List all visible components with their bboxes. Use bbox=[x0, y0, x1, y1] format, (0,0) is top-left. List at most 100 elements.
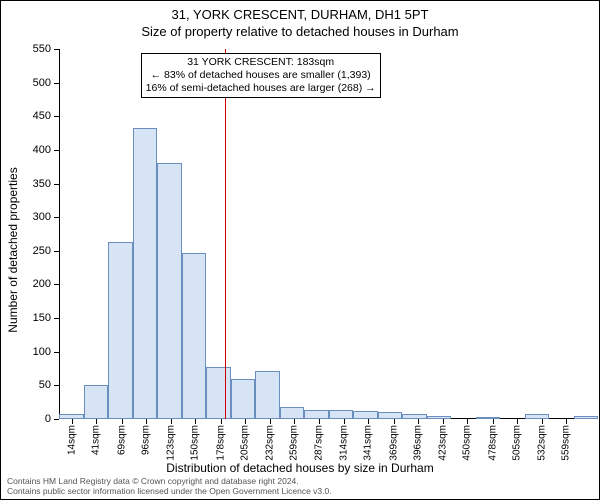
xtick-label: 287sqm bbox=[314, 425, 325, 461]
address-title: 31, YORK CRESCENT, DURHAM, DH1 5PT bbox=[1, 7, 599, 22]
xtick-label: 423sqm bbox=[437, 425, 448, 461]
ytick-label: 500 bbox=[33, 77, 51, 89]
subtitle: Size of property relative to detached ho… bbox=[1, 24, 599, 39]
xtick-label: 232sqm bbox=[264, 425, 275, 461]
ytick-mark bbox=[54, 352, 59, 353]
ytick-mark bbox=[54, 318, 59, 319]
xtick-label: 396sqm bbox=[413, 425, 424, 461]
ytick-mark bbox=[54, 150, 59, 151]
histogram-bar bbox=[108, 242, 133, 419]
xtick-label: 369sqm bbox=[388, 425, 399, 461]
xtick-mark bbox=[394, 419, 395, 424]
y-axis-title: Number of detached properties bbox=[6, 167, 20, 332]
xtick-mark bbox=[566, 419, 567, 424]
xtick-mark bbox=[221, 419, 222, 424]
xtick-mark bbox=[443, 419, 444, 424]
xtick-mark bbox=[270, 419, 271, 424]
xtick-mark bbox=[146, 419, 147, 424]
histogram-bar bbox=[476, 417, 501, 419]
histogram-bar bbox=[280, 407, 305, 419]
xtick-mark bbox=[72, 419, 73, 424]
xtick-label: 14sqm bbox=[66, 425, 77, 455]
ytick-mark bbox=[54, 251, 59, 252]
ytick-mark bbox=[54, 419, 59, 420]
xtick-mark bbox=[319, 419, 320, 424]
histogram-bar bbox=[353, 411, 378, 419]
histogram-bar bbox=[427, 416, 452, 419]
ytick-label: 350 bbox=[33, 178, 51, 190]
ytick-label: 300 bbox=[33, 211, 51, 223]
annotation-line: 16% of semi-detached houses are larger (… bbox=[146, 82, 376, 95]
xtick-label: 450sqm bbox=[462, 425, 473, 461]
histogram-bar bbox=[59, 414, 84, 419]
xtick-mark bbox=[368, 419, 369, 424]
xtick-mark bbox=[294, 419, 295, 424]
ytick-mark bbox=[54, 217, 59, 218]
ytick-mark bbox=[54, 83, 59, 84]
xtick-mark bbox=[344, 419, 345, 424]
ytick-mark bbox=[54, 385, 59, 386]
histogram-bar bbox=[329, 410, 354, 419]
histogram-bar bbox=[84, 385, 109, 419]
ytick-label: 100 bbox=[33, 346, 51, 358]
xtick-label: 259sqm bbox=[289, 425, 300, 461]
histogram-bar bbox=[182, 253, 207, 419]
annotation-line: ← 83% of detached houses are smaller (1,… bbox=[146, 69, 376, 82]
ytick-label: 150 bbox=[33, 312, 51, 324]
xtick-mark bbox=[96, 419, 97, 424]
annotation-line: 31 YORK CRESCENT: 183sqm bbox=[146, 56, 376, 69]
xtick-label: 532sqm bbox=[536, 425, 547, 461]
footer: Contains HM Land Registry data © Crown c… bbox=[7, 477, 593, 496]
xtick-label: 314sqm bbox=[338, 425, 349, 461]
y-axis-line bbox=[59, 49, 60, 419]
ytick-label: 250 bbox=[33, 245, 51, 257]
xtick-mark bbox=[245, 419, 246, 424]
xtick-mark bbox=[467, 419, 468, 424]
page: 31, YORK CRESCENT, DURHAM, DH1 5PT Size … bbox=[0, 0, 600, 500]
xtick-label: 69sqm bbox=[116, 425, 127, 455]
ytick-label: 400 bbox=[33, 144, 51, 156]
histogram-bar bbox=[378, 412, 403, 419]
histogram-bar bbox=[304, 410, 329, 419]
xtick-label: 41sqm bbox=[91, 425, 102, 455]
xtick-label: 150sqm bbox=[190, 425, 201, 461]
ytick-label: 550 bbox=[33, 43, 51, 55]
footer-line-2: Contains public sector information licen… bbox=[7, 487, 593, 496]
histogram-bar bbox=[525, 414, 550, 419]
annotation-box: 31 YORK CRESCENT: 183sqm← 83% of detache… bbox=[141, 53, 381, 98]
histogram-bar bbox=[255, 371, 280, 419]
property-marker-line bbox=[225, 49, 226, 419]
ytick-label: 0 bbox=[45, 413, 51, 425]
histogram-bar bbox=[133, 128, 158, 419]
xtick-label: 341sqm bbox=[363, 425, 374, 461]
histogram-bar bbox=[574, 416, 599, 419]
xtick-label: 96sqm bbox=[141, 425, 152, 455]
xtick-label: 505sqm bbox=[512, 425, 523, 461]
xtick-mark bbox=[195, 419, 196, 424]
xtick-mark bbox=[493, 419, 494, 424]
xtick-label: 478sqm bbox=[487, 425, 498, 461]
histogram-bar bbox=[231, 379, 256, 419]
histogram-bar bbox=[157, 163, 182, 419]
xtick-label: 178sqm bbox=[215, 425, 226, 461]
xtick-mark bbox=[122, 419, 123, 424]
ytick-mark bbox=[54, 284, 59, 285]
title-block: 31, YORK CRESCENT, DURHAM, DH1 5PT Size … bbox=[1, 7, 599, 39]
ytick-mark bbox=[54, 184, 59, 185]
xtick-label: 205sqm bbox=[240, 425, 251, 461]
ytick-mark bbox=[54, 49, 59, 50]
xtick-mark bbox=[517, 419, 518, 424]
ytick-mark bbox=[54, 116, 59, 117]
ytick-label: 200 bbox=[33, 278, 51, 290]
chart-plot-area: 05010015020025030035040045050055014sqm41… bbox=[59, 49, 579, 419]
xtick-label: 559sqm bbox=[561, 425, 572, 461]
ytick-label: 50 bbox=[39, 379, 51, 391]
xtick-label: 123sqm bbox=[165, 425, 176, 461]
x-axis-title: Distribution of detached houses by size … bbox=[1, 461, 599, 475]
ytick-label: 450 bbox=[33, 110, 51, 122]
xtick-mark bbox=[418, 419, 419, 424]
xtick-mark bbox=[171, 419, 172, 424]
histogram-bar bbox=[206, 367, 231, 419]
histogram-bar bbox=[402, 414, 427, 419]
xtick-mark bbox=[542, 419, 543, 424]
